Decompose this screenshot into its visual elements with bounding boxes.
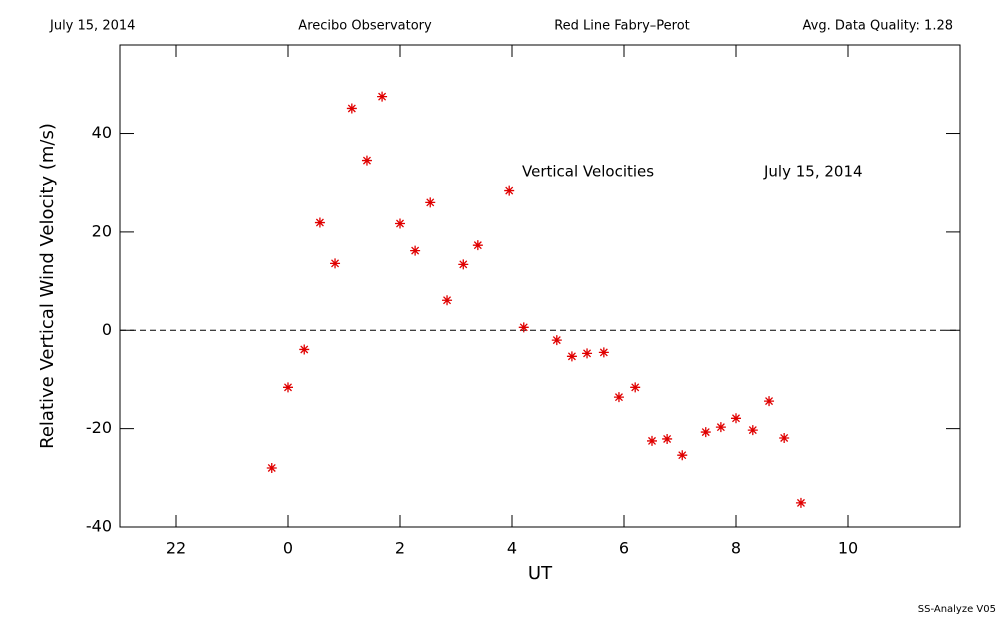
data-point [299, 344, 310, 355]
data-point [747, 425, 758, 436]
data-point [283, 382, 293, 393]
data-point [361, 155, 372, 166]
data-point [458, 259, 469, 270]
x-tick-label: 0 [283, 539, 293, 558]
data-point [330, 258, 341, 269]
data-point [647, 435, 657, 446]
data-point [425, 197, 436, 208]
annotation: Vertical Velocities [522, 163, 654, 181]
y-tick-label: 40 [92, 123, 112, 142]
data-point [395, 218, 405, 229]
annotation: July 15, 2014 [763, 163, 863, 181]
x-axis-label: UT [528, 563, 553, 584]
y-tick-label: 20 [92, 221, 112, 240]
data-point [314, 217, 325, 228]
y-tick-label: 0 [102, 320, 112, 339]
data-point [613, 392, 624, 403]
y-axis-label: Relative Vertical Wind Velocity (m/s) [37, 123, 58, 449]
data-point [582, 348, 593, 359]
data-point [779, 432, 790, 443]
data-point [598, 347, 609, 358]
data-point [518, 322, 529, 333]
data-point [566, 351, 577, 362]
header-date: July 15, 2014 [49, 19, 135, 34]
data-point [377, 91, 388, 102]
x-tick-label: 22 [166, 539, 186, 558]
data-point [715, 422, 726, 433]
data-point [795, 497, 806, 508]
header-site: Arecibo Observatory [298, 19, 432, 34]
x-tick-label: 10 [838, 539, 858, 558]
header-quality: Avg. Data Quality: 1.28 [803, 19, 953, 34]
data-point [346, 103, 357, 114]
x-tick-label: 6 [619, 539, 629, 558]
x-tick-label: 8 [731, 539, 741, 558]
data-point [630, 382, 641, 393]
data-point [504, 185, 515, 196]
header-instrument: Red Line Fabry–Perot [554, 19, 690, 34]
data-point [677, 450, 688, 461]
plot-frame [119, 44, 961, 528]
data-point [266, 462, 277, 473]
data-point [764, 396, 775, 407]
data-point [442, 295, 453, 306]
data-point [662, 433, 673, 444]
data-point [700, 427, 711, 438]
y-tick-label: -20 [86, 418, 112, 437]
footer: SS-Analyze V05 [918, 604, 996, 615]
x-tick-label: 4 [507, 539, 517, 558]
data-point [410, 245, 421, 256]
data-point [731, 413, 741, 424]
data-point [551, 335, 562, 346]
data-point [472, 240, 483, 251]
y-tick-label: -40 [86, 517, 112, 536]
x-tick-label: 2 [395, 539, 405, 558]
